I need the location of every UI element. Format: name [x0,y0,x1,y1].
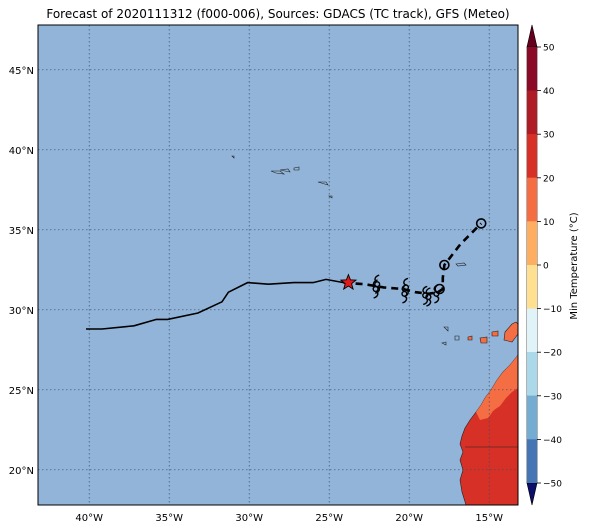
x-tick-label: 35°W [155,513,183,524]
colorbar-band [527,308,537,353]
colorbar-tick-label: 20 [543,174,555,184]
colorbar-tick-label: −20 [543,349,562,359]
colorbar: 50 40 30 20 10 0 −10 −20 −30 −40 −50 Min Temperatu… [526,24,580,506]
colorbar-tick-label: 10 [543,218,555,228]
grid-lines [38,25,518,505]
azores-island [231,155,235,159]
colorbar-band [527,90,537,135]
colorbar-band [527,221,537,265]
colorbar-tick-label: −50 [543,480,562,490]
map-frame [37,24,519,506]
madeira-island [443,326,449,332]
colorbar-band [527,395,537,440]
forecast-position-marker [434,283,445,295]
y-tick-label: 35°N [9,226,34,237]
colorbar-top-arrow [526,24,538,48]
colorbar-label: Min Temperature (°C) [569,212,580,319]
azores-island [279,168,291,173]
current-position-star-icon [339,273,358,291]
tropical-storm-icon [433,284,440,304]
y-tick-label: 40°N [9,146,34,157]
colorbar-tick-label: 30 [543,131,555,141]
y-tick-label: 20°N [9,466,34,477]
azores-island [270,170,286,175]
x-tick-label: 40°W [75,513,103,524]
map-title: Forecast of 2020111312 (f000-006), Sourc… [46,7,510,21]
colorbar-tick-label: 40 [543,87,555,97]
y-tick-label: 30°N [9,306,34,317]
canary-island [441,341,447,346]
azores-island [317,181,329,186]
africa-warm-patch [492,404,508,424]
colorbar-tick-label: −30 [543,392,562,402]
colorbar-band [527,352,537,396]
x-tick-label: 15°W [475,513,503,524]
ocean-area [38,25,518,505]
tropical-storm-icon [372,279,379,299]
x-tick-label: 20°W [395,513,423,524]
y-tick-label: 45°N [9,66,34,77]
past-track-line [86,278,344,330]
y-tick-label: 25°N [9,386,34,397]
colorbar-tick-label: 0 [543,262,549,272]
forecast-position-marker [439,259,450,271]
africa-warm-zone [476,355,518,420]
canary-island [479,336,488,344]
tropical-storm-icon [401,284,408,304]
canary-island [454,335,460,341]
forecast-position-marker [475,218,487,229]
colorbar-tick-label: −10 [543,305,562,315]
forecast-track-line [343,222,483,296]
colorbar-tick-label: 50 [543,44,555,54]
x-tick-label: 30°W [235,513,263,524]
colorbar-bottom-arrow [526,482,538,506]
tropical-storm-icon [425,287,432,307]
canary-island [491,330,499,337]
colorbar-band [527,134,537,178]
azores-island [328,195,333,199]
colorbar-band [527,265,537,309]
azores-island [293,166,300,171]
madeira-island [455,262,467,267]
x-tick-label: 25°W [315,513,343,524]
colorbar-band [527,439,537,483]
colorbar-tick-label: −40 [543,436,562,446]
canary-island [503,321,518,343]
canary-island [467,335,473,341]
colorbar-band [527,177,537,222]
colorbar-band [527,47,537,91]
